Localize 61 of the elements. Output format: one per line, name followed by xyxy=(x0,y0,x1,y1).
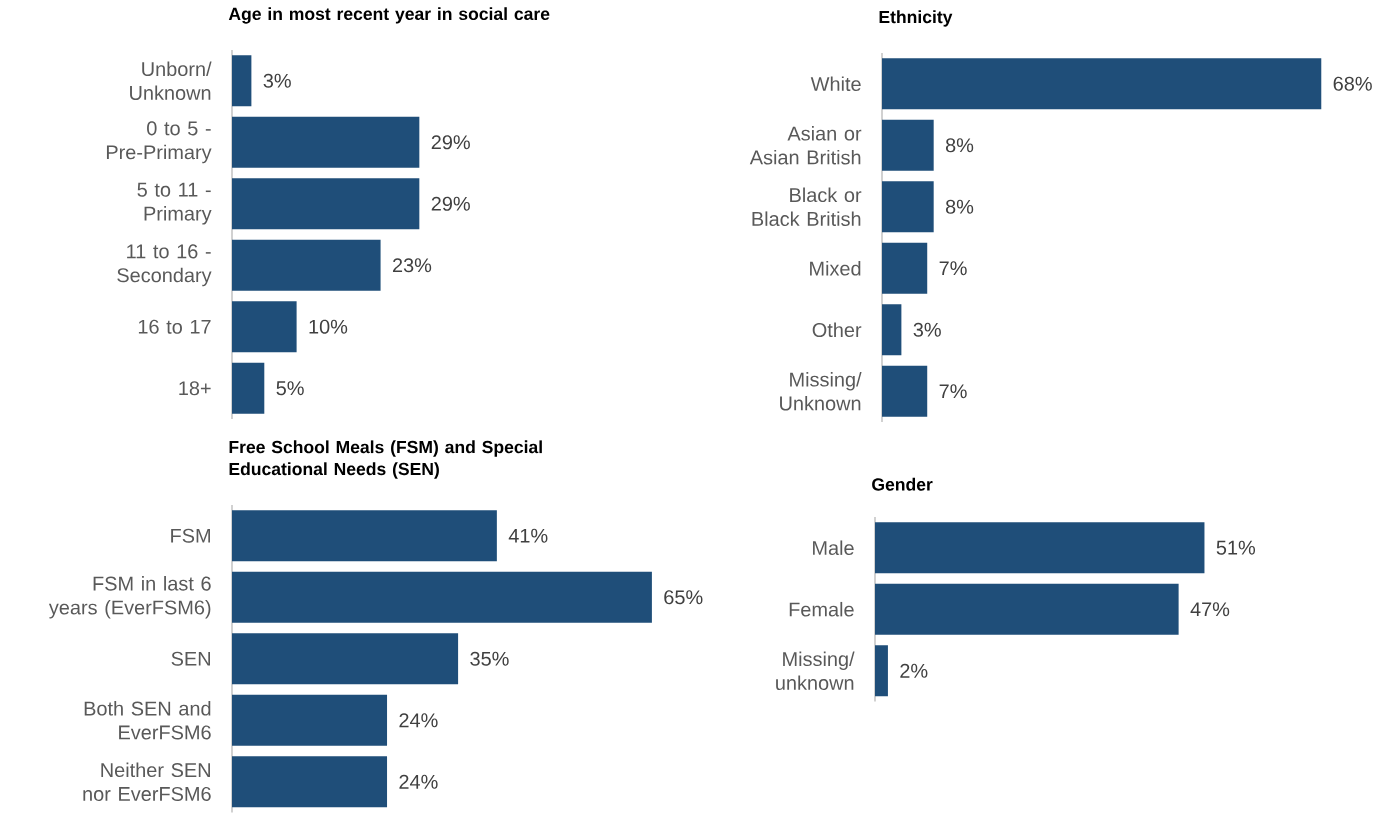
bar xyxy=(882,365,928,417)
data-label: 10% xyxy=(309,319,348,334)
chart-title: Gender xyxy=(872,477,933,491)
data-label: 29% xyxy=(431,135,470,150)
bar xyxy=(232,756,388,808)
data-label: 68% xyxy=(1333,76,1372,91)
bar xyxy=(882,181,934,233)
y-tick-label: SEN xyxy=(171,651,210,666)
y-tick-label: Other xyxy=(812,322,862,337)
y-tick-label: Female xyxy=(789,601,854,617)
chart-title: Age in most recent year in social care xyxy=(228,7,550,24)
y-tick-label: Both SEN and EverFSM6 xyxy=(84,700,211,740)
y-tick-label: Black or Black British xyxy=(752,187,862,226)
y-tick-label: Male xyxy=(813,540,854,555)
bar xyxy=(232,55,252,107)
data-label: 47% xyxy=(1190,602,1230,617)
y-tick-label: FSM xyxy=(171,528,210,543)
data-label: 65% xyxy=(664,590,703,605)
y-tick-label: White xyxy=(810,76,861,91)
y-tick-label: Mixed xyxy=(810,260,861,276)
bar xyxy=(232,178,420,230)
bar xyxy=(882,58,1322,110)
y-tick-label: 18+ xyxy=(179,381,211,396)
chart-title: Free School Meals (FSM) and Special Educational Needs (SEN) xyxy=(229,440,542,479)
data-label: 7% xyxy=(939,384,967,399)
data-label: 3% xyxy=(263,73,291,88)
bar xyxy=(232,694,388,746)
y-tick-label: FSM in last 6 years (EverFSM6) xyxy=(48,575,211,619)
data-label: 29% xyxy=(431,196,470,211)
y-tick-label: 16 to 17 xyxy=(138,319,211,334)
bar xyxy=(232,510,497,562)
data-label: 7% xyxy=(939,261,967,276)
bar xyxy=(232,116,420,168)
bar xyxy=(232,362,265,414)
bar xyxy=(232,571,652,623)
y-tick-label: 11 to 16 - Secondary xyxy=(117,244,212,287)
y-tick-label: Missing/ Unknown xyxy=(780,371,862,411)
y-tick-label: Unborn/ Unknown xyxy=(130,61,212,100)
data-label: 24% xyxy=(399,713,438,728)
bar xyxy=(882,304,902,356)
data-label: 5% xyxy=(276,381,304,396)
bar xyxy=(882,242,928,294)
bar xyxy=(232,239,381,291)
y-tick-label: 5 to 11 - Primary xyxy=(137,182,212,225)
bar xyxy=(232,301,297,353)
data-label: 8% xyxy=(945,199,974,214)
bar xyxy=(882,119,934,171)
data-label: 24% xyxy=(399,774,438,789)
data-label: 35% xyxy=(470,651,509,666)
data-label: 23% xyxy=(392,258,432,273)
y-tick-label: Missing/ unknown xyxy=(776,651,855,690)
data-label: 41% xyxy=(508,528,548,543)
bar xyxy=(232,633,459,685)
y-tick-label: 0 to 5 - Pre-Primary xyxy=(106,121,212,164)
data-label: 51% xyxy=(1216,540,1256,555)
chart-title: Ethnicity xyxy=(879,10,953,27)
data-label: 8% xyxy=(945,138,974,153)
data-label: 2% xyxy=(900,663,928,678)
data-label: 3% xyxy=(913,322,941,337)
y-tick-label: Asian or Asian British xyxy=(749,125,862,165)
y-tick-label: Neither SEN nor EverFSM6 xyxy=(83,762,211,801)
